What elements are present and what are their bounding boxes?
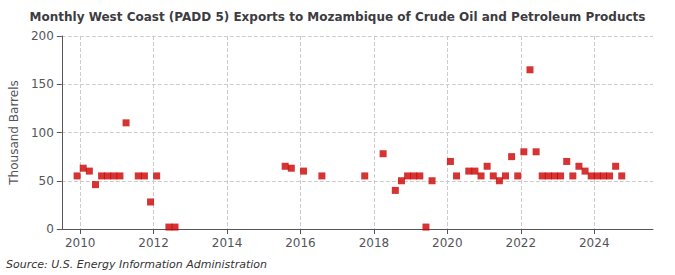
svg-text:Monthly West Coast (PADD 5) Ex: Monthly West Coast (PADD 5) Exports to M… (30, 10, 646, 24)
svg-text:2012: 2012 (138, 236, 169, 250)
svg-text:2018: 2018 (359, 236, 390, 250)
svg-text:2016: 2016 (285, 236, 316, 250)
svg-text:2010: 2010 (65, 236, 96, 250)
svg-text:Source: U.S. Energy Informatio: Source: U.S. Energy Information Administ… (6, 258, 267, 271)
svg-text:50: 50 (39, 174, 54, 188)
svg-text:2020: 2020 (432, 236, 463, 250)
svg-text:100: 100 (31, 126, 54, 140)
svg-text:0: 0 (46, 222, 54, 236)
svg-text:2014: 2014 (212, 236, 243, 250)
svg-text:2024: 2024 (579, 236, 610, 250)
svg-text:Thousand Barrels: Thousand Barrels (7, 80, 21, 185)
svg-text:200: 200 (31, 29, 54, 43)
svg-text:150: 150 (31, 77, 54, 91)
svg-text:2022: 2022 (506, 236, 537, 250)
